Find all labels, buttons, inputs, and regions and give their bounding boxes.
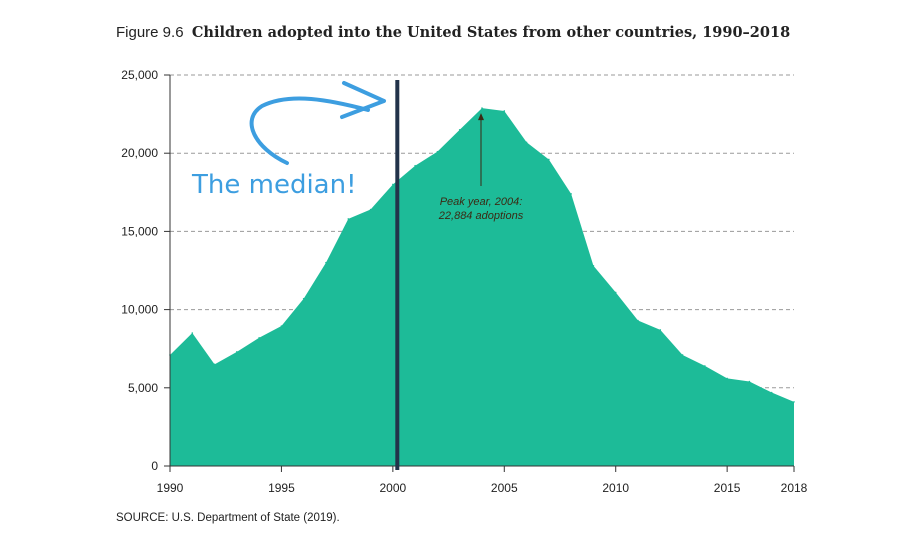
median-note: The median! xyxy=(191,170,357,200)
peak-annotation-line: Peak year, 2004: xyxy=(440,196,523,208)
adoptions-area xyxy=(170,108,794,466)
data-point xyxy=(481,107,483,109)
x-tick-label: 2000 xyxy=(380,481,407,495)
data-point xyxy=(325,261,327,264)
data-point xyxy=(414,164,416,167)
x-tick-label: 2005 xyxy=(491,481,518,495)
area-layer xyxy=(169,107,795,466)
data-point xyxy=(392,183,394,186)
data-point xyxy=(704,365,706,367)
data-point xyxy=(548,158,550,161)
y-tick-label: 0 xyxy=(151,459,158,473)
x-tick-label: 1990 xyxy=(157,481,184,495)
data-point xyxy=(592,265,595,267)
data-point xyxy=(503,110,506,112)
data-point xyxy=(637,319,639,322)
data-point xyxy=(302,297,305,300)
y-tick-label: 10,000 xyxy=(121,303,158,317)
data-point xyxy=(280,325,283,327)
figure-title-text: Children adopted into the United States … xyxy=(191,24,791,41)
data-point xyxy=(748,380,751,383)
x-tick-label: 2018 xyxy=(781,481,808,495)
data-point xyxy=(458,128,461,131)
x-tick-label: 2015 xyxy=(714,481,741,495)
data-point xyxy=(347,218,350,220)
data-point xyxy=(369,208,372,211)
y-tick-label: 5,000 xyxy=(128,381,158,395)
data-point xyxy=(659,329,662,331)
y-tick-label: 15,000 xyxy=(121,224,158,238)
peak-arrow-head xyxy=(478,113,484,121)
figure-number: Figure 9.6 xyxy=(116,24,184,41)
data-point xyxy=(258,336,260,339)
data-point xyxy=(236,351,238,353)
data-point xyxy=(770,391,773,394)
source-note: SOURCE: U.S. Department of State (2019). xyxy=(116,512,340,524)
x-tick-label: 1995 xyxy=(268,481,295,495)
median-arrow-curve xyxy=(249,96,370,165)
x-tick-label: 2010 xyxy=(602,481,629,495)
median-arrow-head xyxy=(340,81,386,119)
data-point xyxy=(614,291,617,294)
data-point xyxy=(726,377,728,380)
data-point xyxy=(191,332,194,334)
y-tick-label: 25,000 xyxy=(121,68,158,82)
data-point xyxy=(213,363,216,366)
data-point xyxy=(436,150,439,153)
figure-title: Figure 9.6 Children adopted into the Uni… xyxy=(116,24,790,41)
y-tick-label: 20,000 xyxy=(121,146,158,160)
data-point xyxy=(525,141,528,144)
peak-annotation-line: 22,884 adoptions xyxy=(438,210,524,222)
data-point xyxy=(793,401,795,403)
data-point xyxy=(681,354,684,356)
data-point xyxy=(570,193,572,195)
axes: 0 5,000 10,000 15,000 20,000 25,000 1990 1995 20… xyxy=(121,68,807,495)
annotation-layer: Peak year, 2004: 22,884 adoptions The medi… xyxy=(191,80,524,470)
